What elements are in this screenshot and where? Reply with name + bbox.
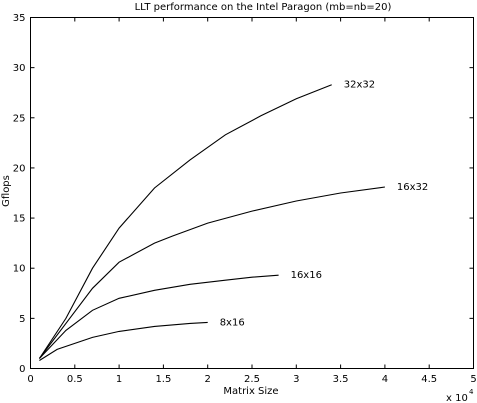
- y-tick-label: 10: [13, 264, 26, 275]
- x-tick-label: 1: [116, 374, 122, 385]
- series-label: 8x16: [220, 317, 245, 328]
- y-tick-label: 0: [19, 364, 25, 375]
- x-tick-label: 5: [470, 374, 476, 385]
- x-tick-label: 4: [382, 374, 388, 385]
- plot-frame: [30, 17, 474, 369]
- y-tick-label: 25: [13, 113, 26, 124]
- series-line: [39, 321, 208, 361]
- x-multiplier-label: x 10: [446, 393, 468, 403]
- x-tick-label: 2: [205, 374, 211, 385]
- series-label: 32x32: [344, 80, 375, 91]
- x-tick-label: 3: [293, 374, 299, 385]
- x-tick-label: 2.5: [244, 374, 260, 385]
- y-tick-label: 30: [13, 63, 26, 74]
- y-tick-label: 15: [13, 214, 26, 225]
- chart-title: LLT performance on the Intel Paragon (mb…: [135, 2, 392, 13]
- x-tick-label: 1.5: [155, 374, 171, 385]
- x-tick-label: 3.5: [333, 374, 349, 385]
- y-axis-label: Gflops: [1, 175, 12, 207]
- x-tick-label: 0: [27, 374, 33, 385]
- x-multiplier-exponent: 4: [469, 388, 474, 396]
- y-tick-label: 20: [13, 163, 26, 174]
- y-axis: 0 5 10 15 20 25 30 35: [13, 13, 474, 375]
- y-tick-label: 35: [13, 13, 26, 24]
- x-axis-label: Matrix Size: [223, 386, 278, 397]
- series-group: 32x32 16x32 16x16 8x16: [38, 80, 428, 361]
- series-line: [38, 186, 385, 359]
- x-axis: 0 0.5 1 1.5 2 2.5 3 3.5 4 4.5 5: [27, 17, 477, 385]
- series-label: 16x16: [291, 270, 322, 281]
- series-line: [38, 274, 279, 359]
- series-line: [38, 84, 332, 359]
- x-tick-label: 0.5: [67, 374, 83, 385]
- series-label: 16x32: [397, 182, 428, 193]
- x-tick-label: 4.5: [421, 374, 437, 385]
- y-tick-label: 5: [19, 314, 25, 325]
